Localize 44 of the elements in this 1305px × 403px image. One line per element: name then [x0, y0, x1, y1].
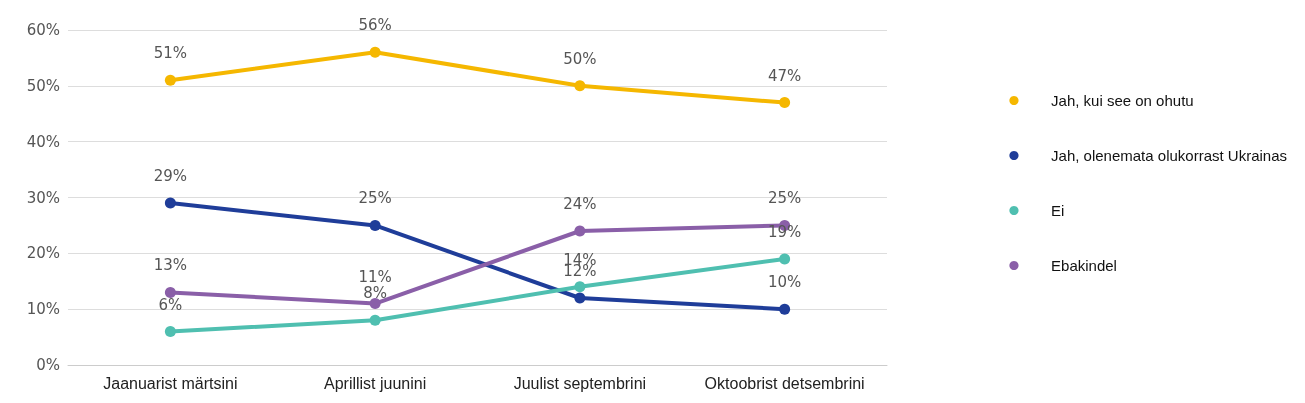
x-tick-label: Aprillist juunini	[323, 374, 427, 392]
data-label: 25%	[767, 189, 802, 208]
point	[164, 326, 176, 337]
legend-label: Ei	[1051, 202, 1065, 219]
legend-label: Jah, kui see on ohutu	[1051, 92, 1194, 109]
data-label: 6%	[158, 295, 183, 314]
point	[164, 197, 176, 209]
data-label: 47%	[767, 66, 802, 85]
point	[779, 253, 791, 265]
data-label: 13%	[153, 256, 188, 275]
x-tick-label: Jaanuarist märtsini	[103, 374, 238, 392]
legend-label: Ebakindel	[1051, 257, 1117, 274]
y-tick-label: 10%	[26, 300, 60, 319]
legend-label: Jah, olenemata olukorrast Ukrainas	[1051, 147, 1287, 164]
y-tick-label: 40%	[26, 132, 60, 151]
point	[369, 298, 381, 310]
data-label: 51%	[153, 44, 188, 63]
point	[369, 46, 381, 58]
data-label: 24%	[563, 195, 597, 213]
point	[164, 286, 176, 298]
point	[369, 219, 381, 231]
point	[779, 97, 791, 109]
data-label: 25%	[358, 189, 392, 208]
point	[574, 281, 586, 293]
data-label: 10%	[767, 273, 802, 292]
y-tick-label: 20%	[26, 244, 60, 263]
x-tick-label: Oktoobrist detsembrini	[704, 374, 865, 392]
x-tick-label: Juulist septembrini	[513, 374, 647, 392]
data-label: 56%	[358, 16, 392, 35]
y-tick-label: 0%	[36, 356, 60, 374]
y-tick-label: 30%	[26, 188, 60, 207]
data-label: 11%	[358, 267, 392, 286]
point	[369, 314, 381, 326]
data-label: 19%	[767, 222, 802, 241]
point	[164, 74, 176, 86]
data-label: 29%	[153, 167, 188, 186]
point	[574, 80, 586, 92]
point	[574, 225, 586, 237]
y-tick-label: 50%	[26, 76, 60, 95]
data-label: 50%	[563, 49, 597, 68]
data-label: 8%	[363, 284, 388, 303]
point	[779, 303, 791, 315]
point	[574, 292, 586, 304]
y-tick-label: 60%	[26, 21, 60, 39]
